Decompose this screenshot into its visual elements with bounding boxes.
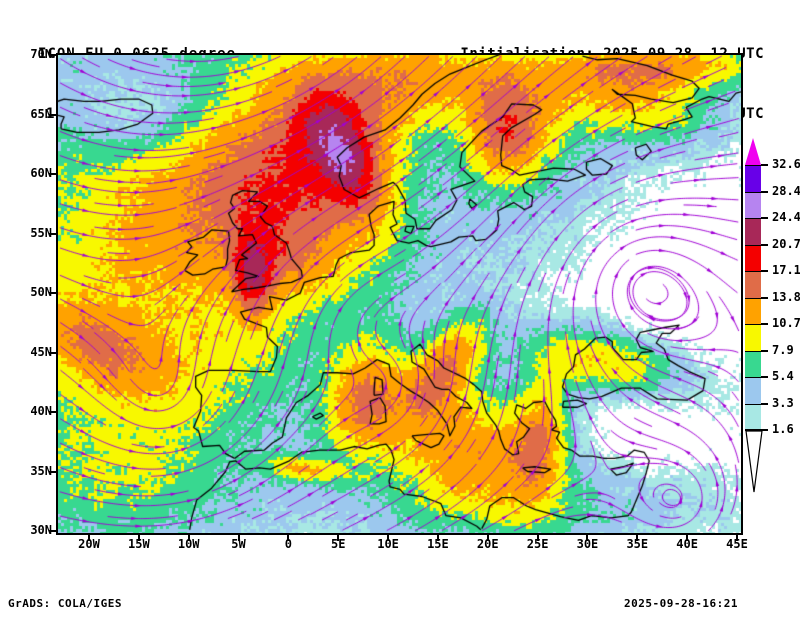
lat-axis-tick [49,470,57,473]
legend-value-label: 28.4 [772,183,800,198]
legend-value-label: 13.8 [772,289,800,304]
legend-color-cell [745,218,761,245]
legend-color-cell [745,191,761,218]
lat-axis-tick [49,113,57,116]
legend-color-cell [745,377,761,404]
lon-axis-label: 25E [526,537,549,551]
lat-axis-tick [49,530,57,532]
lon-axis-label: 10W [177,537,200,551]
lon-axis-label: 35E [626,537,649,551]
lat-axis-label: 65N [30,106,52,121]
lon-axis-tick [187,533,190,541]
lon-axis-tick [287,533,290,541]
render-timestamp: 2025-09-28-16:21 [624,597,738,610]
legend-bottom-border [745,429,761,431]
lon-axis-label: 15E [427,537,449,551]
lon-axis-tick [736,533,738,541]
legend-color-cell [745,403,761,430]
legend-color-cell [745,297,761,324]
lon-axis-tick [237,533,240,541]
lon-axis-label: 5E [330,537,346,551]
legend-value-label: 24.4 [772,210,800,224]
legend-tick [761,323,768,325]
legend-tick [761,270,768,272]
lon-axis-label: 10E [377,537,399,551]
legend-value-label: 3.3 [772,395,794,410]
lat-axis-label: 40N [30,404,52,418]
lon-axis-tick [536,533,539,541]
legend-tick [761,243,768,246]
legend-value-label: 20.7 [772,236,800,251]
lon-axis-tick [387,533,390,541]
grads-credit: GrADS: COLA/IGES [8,597,122,610]
legend-color-cell [745,350,761,377]
legend-color-cell [745,271,761,298]
lat-axis-label: 45N [30,344,52,359]
legend-tick [761,217,768,219]
wind-speed-legend: 32.6 28.4 24.4 20.7 17.1 13.8 10.7 7.9 5.4 3.3 1.6 [745,138,800,510]
lon-axis-label: 15W [128,537,150,551]
legend-value-label: 10.7 [772,316,800,330]
lat-axis-label: 30N [30,523,52,537]
lat-axis-tick [49,54,57,56]
legend-tick [761,349,768,352]
legend-color-cell [745,165,761,192]
legend-tick [761,190,768,193]
legend-value-label: 1.6 [772,422,794,436]
lat-axis-label: 55N [30,225,52,240]
lat-axis-label: 60N [30,166,52,180]
lon-axis-tick [337,533,340,541]
legend-tick [761,296,768,299]
lon-axis-label: 0 [284,537,292,551]
legend-value-label: 7.9 [772,342,794,357]
lon-axis-tick [636,533,639,541]
legend-underflow-arrow-icon [745,430,763,493]
lon-axis-label: 45E [726,537,748,551]
lat-axis-label: 50N [30,285,52,299]
lon-axis-tick [137,533,140,541]
lat-axis-label: 35N [30,463,52,478]
lon-axis-label: 20W [78,537,100,551]
legend-tick [761,164,768,166]
lon-axis-label: 40E [676,537,698,551]
legend-tick [761,429,768,431]
lon-axis-tick [586,533,589,541]
lat-axis-tick [49,292,57,294]
lat-axis-tick [49,232,57,235]
lon-axis-label: 5W [231,537,246,551]
lon-axis-label: 20E [476,537,499,551]
lat-axis-tick [49,411,57,413]
lat-axis-tick [49,351,57,354]
lat-axis-label: 70N [30,47,52,61]
map-frame [56,53,743,535]
legend-value-label: 32.6 [772,157,800,171]
lon-axis-label: 30E [576,537,599,551]
lat-axis-tick [49,173,57,175]
lon-axis-tick [686,533,689,541]
lon-axis-tick [88,533,90,541]
legend-tick [761,376,768,378]
legend-value-label: 17.1 [772,263,800,277]
lon-axis-tick [436,533,439,541]
legend-color-cell [745,244,761,271]
legend-color-cell [745,324,761,351]
lon-axis-tick [486,533,489,541]
legend-overflow-arrow-icon [745,138,761,165]
wind-streamline-map-canvas [58,55,741,533]
legend-tick [761,402,768,405]
legend-value-label: 5.4 [772,369,794,383]
